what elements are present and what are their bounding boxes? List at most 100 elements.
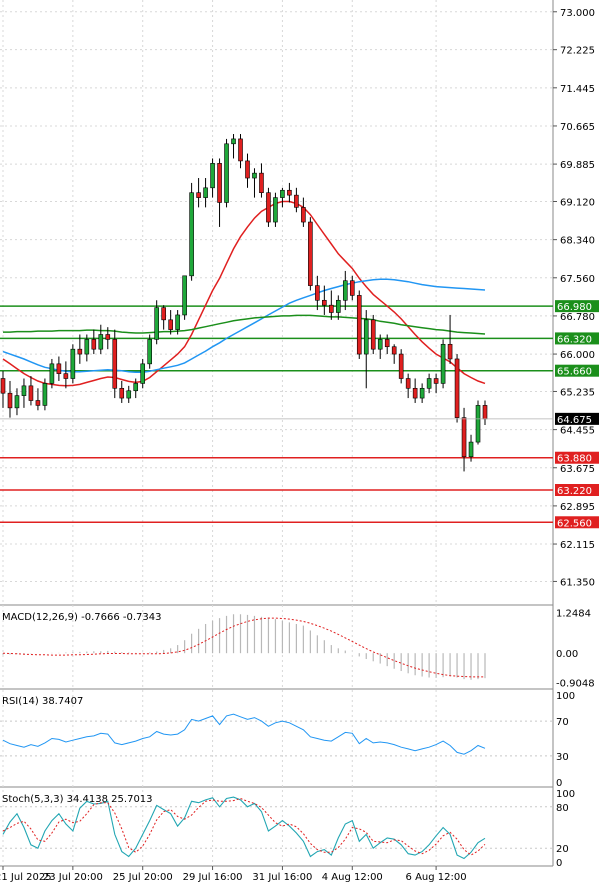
candle [259,163,264,198]
candle [370,314,376,355]
candle-body-down [329,304,334,313]
candle [56,356,62,381]
candle [426,373,432,394]
macd-tick-label: -0.9048 [556,679,595,690]
price-tick-label: 72.225 [560,46,595,57]
candle-body-down [161,307,166,321]
candle-body-down [56,363,62,374]
candle-body-up [70,348,76,379]
level-label: 62.560 [557,518,592,529]
price-tick-label: 66.000 [560,350,595,361]
price-tick-label: 65.235 [560,387,595,398]
candle-body-down [370,319,376,350]
candle [287,182,292,203]
candle [412,378,418,403]
stoch-title: Stoch(5,3,3) 34.4138 25.7013 [2,794,153,805]
candle-body-up [182,275,187,316]
candle [294,187,299,213]
stoch-d-line [2,797,486,856]
candle [419,383,425,403]
level-label: 63.880 [557,454,592,465]
candle-body-up [273,197,278,223]
candle [210,158,215,198]
price-tick-label: 66.780 [560,312,595,323]
candle-body-up [84,339,90,355]
candle-body-down [412,387,418,399]
candle [315,275,320,311]
candle-body-up [440,343,446,384]
candle-body-down [349,280,355,296]
stoch-tick-label: 100 [556,789,575,800]
candle-body-down [308,221,313,286]
price-tick-label: 62.895 [560,502,595,513]
level-label: 66.980 [557,302,592,313]
candle-body-down [168,319,173,330]
candle-body-down [7,392,13,409]
level-label: 66.320 [557,334,592,345]
level-label-bg [555,332,599,345]
candle [35,388,41,411]
candle [322,285,327,315]
candle-body-up [133,383,139,392]
candle-body-down [217,163,222,203]
candle [454,354,460,423]
candle [349,275,355,301]
candle [356,290,362,359]
candle-body-up [14,395,20,409]
candlesticks [0,134,488,472]
candle [363,310,369,389]
macd-signal-line [2,617,485,678]
candle [119,380,125,403]
candle [84,334,90,362]
candle [224,138,229,208]
candle [342,270,348,311]
candle-body-up [224,143,229,203]
candle-body-up [49,363,55,384]
level-label-bg [555,516,599,529]
candle-body-up [21,385,27,396]
candle-body-down [266,192,271,223]
candle [447,314,453,364]
candle-body-down [28,385,34,401]
candle [377,334,383,359]
candle [7,380,13,418]
candle-body-down [91,339,97,350]
rsi-tick-label: 70 [556,717,569,728]
candle [468,434,474,462]
candle-body-up [147,339,152,365]
candle [98,324,104,355]
candle [329,290,334,320]
candle-body-up [210,163,215,189]
time-tick-label: 25 Jul 20:00 [113,872,173,883]
candle-body-down [356,295,362,355]
candle-body-down [112,339,118,389]
level-label-bg [555,484,599,497]
candle [161,305,166,330]
candle-body-up [42,383,48,406]
candle [384,334,390,355]
candle-body-down [301,207,306,223]
stoch-tick-label: 80 [556,803,569,814]
time-tick-label: 23 Jul 20:00 [43,872,103,883]
level-labels: 66.980 66.320 65.660 63.880 63.220 62.560 64.6… [0,300,599,529]
price-axis: 73.000 72.225 71.445 70.665 69.885 69.120 68.3… [553,8,595,588]
price-tick-label: 68.340 [560,236,595,247]
candle-body-down [105,334,111,340]
candle-body-up [203,187,208,198]
candle [398,349,404,384]
candle [461,407,467,472]
candle-body-up [154,307,159,340]
price-tick-label: 69.120 [560,198,595,209]
candle [154,300,159,345]
candle [133,378,139,399]
rsi-tick-label: 100 [556,691,575,702]
candle-body-up [419,387,425,399]
candle-body-down [119,387,125,399]
level-label-bg [555,451,599,464]
candle [238,134,243,169]
candle-body-up [342,280,348,301]
candle-body-down [245,160,250,179]
candle-body-down [0,378,6,394]
candle [273,192,278,227]
